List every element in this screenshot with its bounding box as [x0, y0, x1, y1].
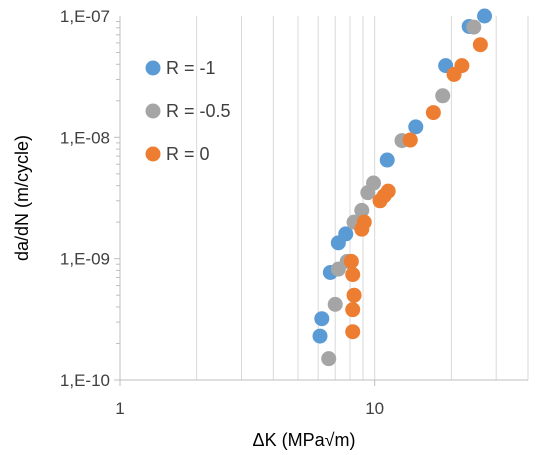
legend-marker	[145, 103, 161, 119]
y-tick-label: 1,E-08	[60, 128, 110, 147]
data-point-series-2	[435, 88, 451, 104]
y-tick-label: 1,E-09	[60, 250, 110, 269]
x-tick-label: 10	[365, 399, 384, 418]
data-point-series-2	[354, 202, 370, 218]
y-tick-label: 1,E-07	[60, 7, 110, 26]
data-point-series-1	[379, 152, 395, 168]
data-point-series-3	[402, 132, 418, 148]
data-point-series-1	[312, 328, 328, 344]
tick-labels: 1,E-07 1,E-08 1,E-09 1,E-10 1 10	[60, 7, 384, 418]
data-point-series-3	[346, 287, 362, 303]
data-point-series-1	[338, 226, 354, 242]
data-point-series-3	[356, 214, 372, 230]
data-point-series-2	[366, 175, 382, 191]
data-point-series-2	[321, 351, 337, 367]
data-point-series-2	[466, 19, 482, 35]
legend-label: R = -1	[166, 58, 216, 78]
legend-label: R = 0	[166, 144, 210, 164]
data-point-series-3	[345, 267, 361, 283]
data-point-series-3	[343, 253, 359, 269]
x-axis-title: ΔK (MPa√m)	[253, 430, 356, 450]
data-point-series-3	[425, 105, 441, 121]
data-point-series-3	[454, 58, 470, 74]
grid	[196, 16, 529, 380]
legend-marker	[145, 60, 161, 76]
data-points	[312, 8, 493, 367]
data-point-series-3	[472, 37, 488, 53]
data-point-series-1	[408, 119, 424, 135]
data-point-series-3	[380, 183, 396, 199]
data-point-series-3	[345, 324, 361, 340]
x-tick-label: 1	[115, 399, 124, 418]
legend: R = -1 R = -0.5 R = 0	[145, 58, 231, 164]
legend-label: R = -0.5	[166, 101, 231, 121]
data-point-series-2	[327, 296, 343, 312]
data-point-series-1	[477, 8, 493, 24]
y-tick-label: 1,E-10	[60, 371, 110, 390]
legend-marker	[145, 146, 161, 162]
data-point-series-3	[345, 302, 361, 318]
axes	[114, 16, 528, 386]
data-point-series-1	[314, 311, 330, 327]
y-axis-title: da/dN (m/cycle)	[12, 135, 32, 261]
